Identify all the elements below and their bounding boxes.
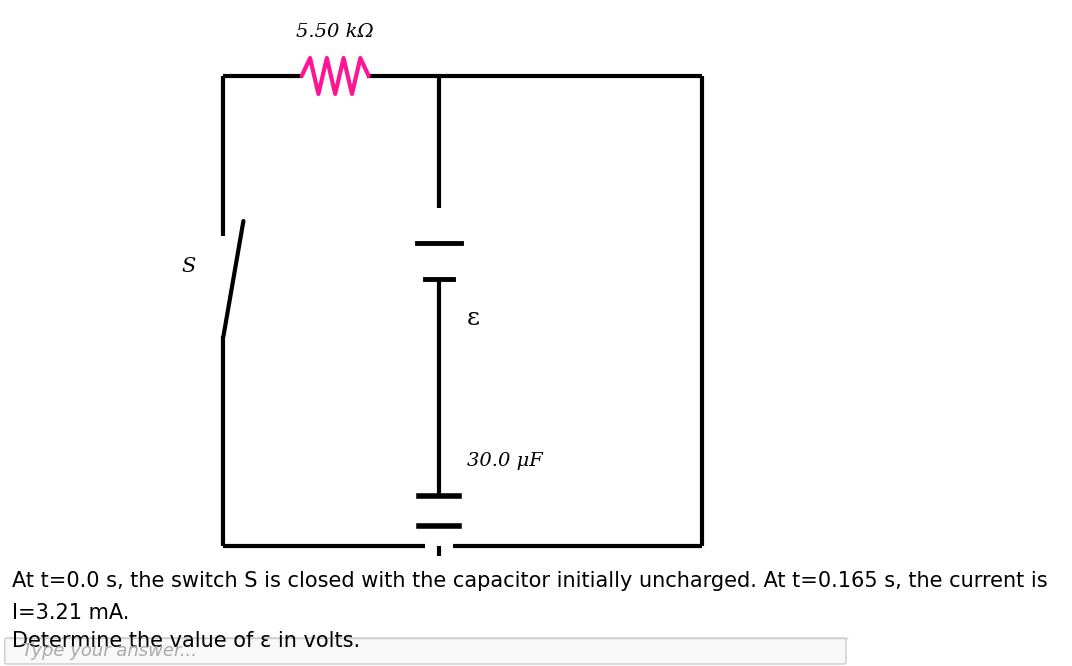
Text: 5.50 kΩ: 5.50 kΩ: [296, 23, 374, 41]
Text: ε: ε: [467, 307, 480, 330]
Text: Determine the value of ε in volts.: Determine the value of ε in volts.: [12, 631, 360, 651]
Text: I=3.21 mA.: I=3.21 mA.: [12, 603, 130, 623]
Text: S: S: [181, 256, 195, 276]
Text: At t=0.0 s, the switch S is closed with the capacitor initially uncharged. At t=: At t=0.0 s, the switch S is closed with …: [12, 571, 1047, 591]
Text: Type your answer...: Type your answer...: [23, 642, 197, 660]
FancyBboxPatch shape: [4, 638, 846, 664]
Text: 30.0 μF: 30.0 μF: [467, 452, 542, 470]
